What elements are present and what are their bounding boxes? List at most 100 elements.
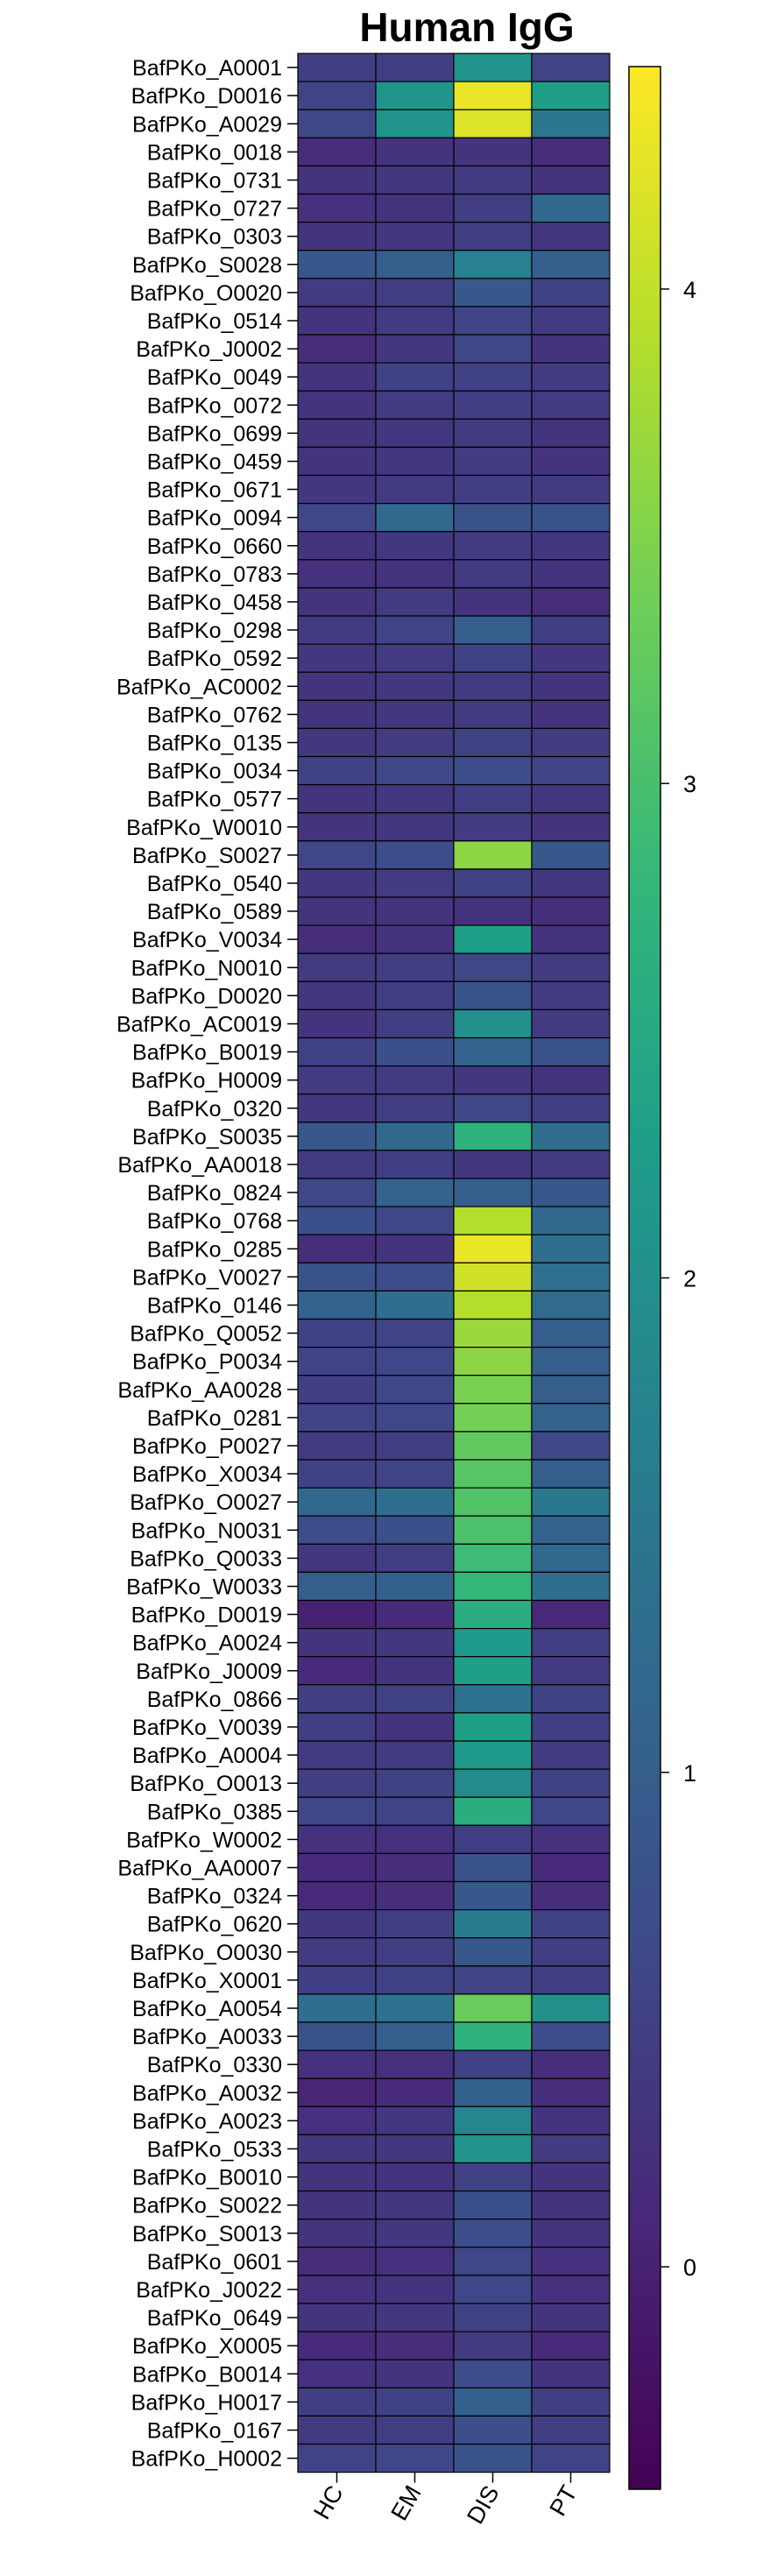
heatmap-cell: [453, 615, 533, 645]
heatmap-cell: [297, 587, 377, 617]
heatmap-cell: [453, 1852, 533, 1883]
heatmap-cell: [375, 1768, 455, 1798]
row-label: BafPKo_X0005: [132, 2334, 282, 2359]
heatmap-cell: [297, 1037, 377, 1067]
heatmap-cell: [297, 1965, 377, 1995]
heatmap-cell: [531, 896, 611, 926]
heatmap-cell: [297, 1599, 377, 1630]
heatmap-cell: [453, 1065, 533, 1095]
row-label: BafPKo_0577: [147, 788, 282, 812]
heatmap-cell: [297, 137, 377, 167]
heatmap-cell: [297, 1909, 377, 1939]
row-label: BafPKo_0034: [147, 760, 282, 784]
row-label: BafPKo_0094: [147, 506, 282, 531]
heatmap-cell: [297, 559, 377, 589]
heatmap-cell: [297, 2219, 377, 2248]
heatmap-cell: [453, 1712, 533, 1742]
heatmap-cell: [531, 559, 611, 589]
heatmap-cell: [531, 1965, 611, 1995]
heatmap-cell: [531, 2105, 611, 2136]
heatmap-cell: [375, 1880, 455, 1911]
heatmap-cell: [375, 81, 455, 110]
heatmap-cell: [531, 1431, 611, 1461]
heatmap-cell: [375, 1712, 455, 1742]
heatmap-cell: [375, 1684, 455, 1714]
row-label: BafPKo_0459: [147, 450, 282, 475]
heatmap-cell: [453, 812, 533, 842]
heatmap-cell: [297, 1403, 377, 1433]
heatmap-cell: [531, 1852, 611, 1883]
row-label: BafPKo_S0022: [132, 2194, 282, 2219]
heatmap-cell: [453, 2021, 533, 2051]
row-label: BafPKo_0298: [147, 619, 282, 643]
heatmap-cell: [375, 390, 455, 420]
heatmap-cell: [297, 390, 377, 420]
row-label: BafPKo_0330: [147, 2053, 282, 2077]
heatmap-cell: [375, 2387, 455, 2417]
row-label: BafPKo_A0024: [132, 1631, 282, 1656]
heatmap-cell: [453, 2247, 533, 2276]
heatmap-cell: [297, 109, 377, 138]
heatmap-cell: [453, 137, 533, 167]
heatmap-cell: [531, 1318, 611, 1348]
heatmap-cell: [531, 531, 611, 561]
heatmap-cell: [375, 250, 455, 280]
row-label: BafPKo_D0019: [131, 1603, 282, 1628]
heatmap-cell: [531, 446, 611, 477]
heatmap-cell: [453, 2415, 533, 2445]
heatmap-cell: [531, 1290, 611, 1320]
heatmap-cell: [297, 840, 377, 870]
heatmap-cell: [375, 952, 455, 982]
row-label: BafPKo_Q0033: [130, 1546, 282, 1571]
heatmap-cell: [531, 1824, 611, 1855]
heatmap-cell: [375, 278, 455, 308]
heatmap-cell: [375, 109, 455, 138]
row-label: BafPKo_0285: [147, 1237, 282, 1262]
colorbar-tick-label: 2: [683, 1266, 696, 1292]
heatmap-cell: [375, 1150, 455, 1179]
heatmap-cell: [375, 812, 455, 842]
row-label: BafPKo_B0014: [132, 2362, 282, 2387]
heatmap-cell: [375, 1008, 455, 1039]
heatmap-cell: [375, 1262, 455, 1292]
heatmap-cell: [375, 1290, 455, 1320]
row-label: BafPKo_0620: [147, 1913, 282, 1937]
heatmap-cell: [297, 2443, 377, 2473]
heatmap-cell: [453, 1627, 533, 1658]
heatmap-cell: [531, 2021, 611, 2051]
heatmap-cell: [453, 980, 533, 1011]
heatmap-cell: [297, 1656, 377, 1686]
heatmap-cell: [531, 502, 611, 533]
heatmap-cell: [453, 1234, 533, 1263]
heatmap-cell: [297, 1346, 377, 1376]
heatmap-cell: [453, 2162, 533, 2192]
heatmap-cell: [453, 1008, 533, 1039]
row-label: BafPKo_Q0052: [130, 1322, 282, 1347]
heatmap-cell: [375, 868, 455, 898]
heatmap-cell: [297, 783, 377, 814]
heatmap-cell: [375, 1796, 455, 1826]
heatmap-cell: [531, 1627, 611, 1658]
heatmap-cell: [453, 531, 533, 561]
row-label: BafPKo_AC0002: [117, 675, 282, 699]
heatmap-cell: [531, 1262, 611, 1292]
heatmap-cell: [297, 1206, 377, 1235]
heatmap-cell: [531, 137, 611, 167]
chart-title: Human IgG: [359, 4, 574, 50]
heatmap-cell: [453, 334, 533, 364]
heatmap-cell: [297, 1150, 377, 1179]
heatmap-cell: [297, 1571, 377, 1602]
heatmap-cell: [531, 1065, 611, 1095]
heatmap-cell: [453, 924, 533, 954]
row-label: BafPKo_0660: [147, 534, 282, 559]
row-label: BafPKo_0135: [147, 732, 282, 756]
heatmap-cell: [453, 868, 533, 898]
heatmap-cell: [375, 755, 455, 786]
heatmap-cell: [375, 1965, 455, 1995]
heatmap-cell: [531, 2331, 611, 2360]
heatmap-cell: [453, 474, 533, 505]
heatmap-cell: [453, 2275, 533, 2304]
heatmap-cell: [297, 980, 377, 1011]
heatmap-cell: [375, 1065, 455, 1095]
heatmap-cell: [453, 1178, 533, 1207]
